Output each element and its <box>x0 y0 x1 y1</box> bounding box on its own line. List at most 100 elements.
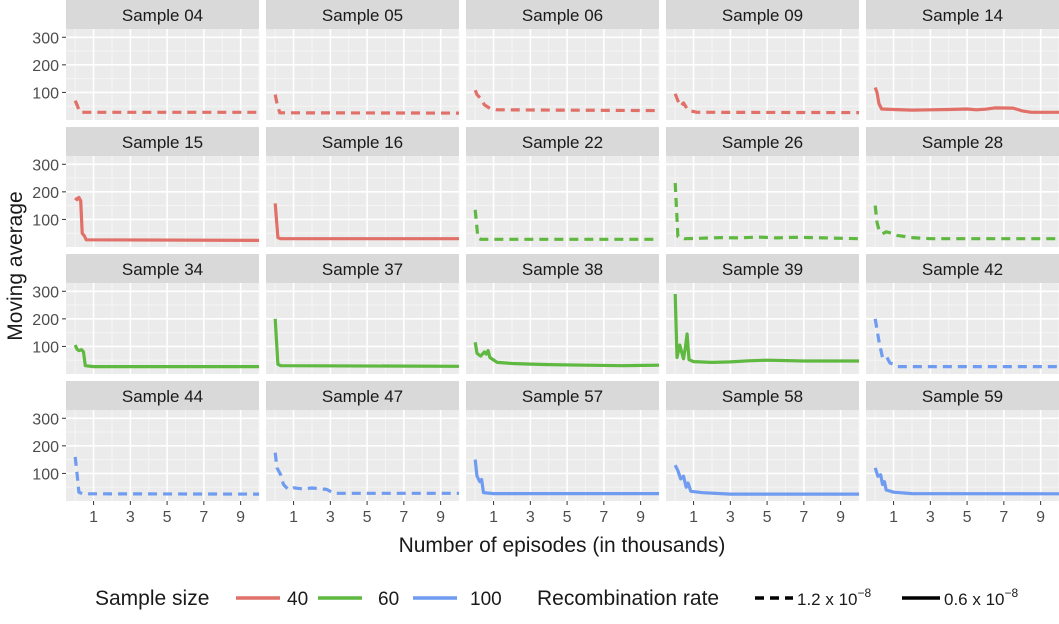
facet-title: Sample 59 <box>922 387 1003 406</box>
x-tick-label: 1 <box>289 509 298 526</box>
facet-strip <box>66 127 259 156</box>
y-tick-label: 100 <box>32 466 59 483</box>
facet-strip <box>866 254 1059 283</box>
series-line <box>873 86 1059 114</box>
legend-label-sample-size: 100 <box>470 589 502 610</box>
panel-background <box>266 156 459 247</box>
panel-background <box>666 410 859 501</box>
facet-title: Sample 39 <box>722 260 803 279</box>
facet-strip <box>466 0 659 29</box>
series-line <box>673 93 860 115</box>
series-line <box>473 209 659 241</box>
x-tick-label: 7 <box>599 509 608 526</box>
panel-background <box>866 283 1059 374</box>
x-tick-label: 7 <box>399 509 408 526</box>
y-tick-label: 100 <box>32 339 59 356</box>
series-line <box>273 318 460 368</box>
facet-title: Sample 37 <box>322 260 403 279</box>
panel-background <box>66 410 259 501</box>
panel-background <box>66 29 259 120</box>
facet-title: Sample 15 <box>122 133 203 152</box>
y-tick-label: 100 <box>32 212 59 229</box>
facet-strip <box>866 381 1059 410</box>
facet-title: Sample 14 <box>922 6 1003 25</box>
facet-title: Sample 09 <box>722 6 803 25</box>
panel-background <box>266 29 459 120</box>
panel-background <box>466 283 659 374</box>
facet-title: Sample 58 <box>722 387 803 406</box>
facet-strip <box>666 254 859 283</box>
facet-strip <box>666 127 859 156</box>
panel-background <box>66 156 259 247</box>
x-tick-label: 5 <box>563 509 572 526</box>
panel-background <box>466 410 659 501</box>
legend-title-sample-size: Sample size <box>95 587 209 610</box>
facet-strip <box>66 381 259 410</box>
y-tick-label: 200 <box>32 312 59 329</box>
y-tick-label: 300 <box>32 30 59 47</box>
panel-background <box>866 156 1059 247</box>
y-tick-label: 200 <box>32 58 59 75</box>
y-tick-label: 300 <box>32 411 59 428</box>
legend-label-exponent: −8 <box>858 586 872 600</box>
series-line <box>73 344 259 369</box>
x-tick-label: 5 <box>163 509 172 526</box>
x-tick-label: 3 <box>526 509 535 526</box>
facet-title: Sample 04 <box>122 6 203 25</box>
facet-strip <box>466 127 659 156</box>
facet-strip <box>266 127 459 156</box>
y-tick-label: 100 <box>32 85 59 102</box>
facet-title: Sample 34 <box>122 260 203 279</box>
x-tick-label: 3 <box>726 509 735 526</box>
panel-background <box>466 29 659 120</box>
y-tick-label: 200 <box>32 185 59 202</box>
legend-label-base: 1.2 x 10 <box>797 590 858 609</box>
series-line <box>74 195 260 242</box>
facet-title: Sample 26 <box>722 133 803 152</box>
facet-strip <box>266 254 459 283</box>
facet-strip <box>66 0 259 29</box>
facet-title: Sample 28 <box>922 133 1003 152</box>
legend-label-sample-size: 60 <box>378 589 399 610</box>
facet-title: Sample 38 <box>522 260 603 279</box>
x-tick-label: 9 <box>436 509 445 526</box>
facet-strip <box>266 381 459 410</box>
panel-background <box>666 29 859 120</box>
facet-title: Sample 22 <box>522 133 603 152</box>
legend-label-recombination-rate: 1.2 x 10−8 <box>797 586 872 609</box>
legend-label-recombination-rate: 0.6 x 10−8 <box>944 586 1019 609</box>
series-line <box>873 205 1059 241</box>
facet-strip <box>466 254 659 283</box>
legend-label-sample-size: 40 <box>287 589 308 610</box>
legend-title-recombination-rate: Recombination rate <box>537 587 719 610</box>
x-tick-label: 1 <box>889 509 898 526</box>
x-tick-label: 1 <box>89 509 98 526</box>
x-tick-label: 3 <box>326 509 335 526</box>
panel-background <box>866 29 1059 120</box>
x-tick-label: 5 <box>363 509 372 526</box>
series-line <box>273 94 460 115</box>
facet-strip <box>466 381 659 410</box>
series-line <box>473 459 659 496</box>
legend-label-exponent: −8 <box>1005 586 1019 600</box>
y-axis-title: Moving average <box>4 191 27 340</box>
x-tick-label: 1 <box>489 509 498 526</box>
panel-background <box>466 156 659 247</box>
series-line <box>473 89 660 113</box>
x-tick-label: 7 <box>199 509 208 526</box>
series-line <box>673 464 859 496</box>
x-tick-label: 3 <box>126 509 135 526</box>
panel-background <box>866 410 1059 501</box>
x-tick-label: 9 <box>1036 509 1045 526</box>
x-tick-label: 9 <box>836 509 845 526</box>
series-line <box>873 467 1059 496</box>
series-line <box>873 318 1059 369</box>
y-tick-label: 300 <box>32 157 59 174</box>
legend-label-base: 0.6 x 10 <box>944 590 1005 609</box>
x-axis-title: Number of episodes (in thousands) <box>399 534 726 557</box>
panel-background <box>266 283 459 374</box>
series-line <box>473 342 660 368</box>
x-tick-label: 9 <box>236 509 245 526</box>
panel-background <box>66 283 259 374</box>
